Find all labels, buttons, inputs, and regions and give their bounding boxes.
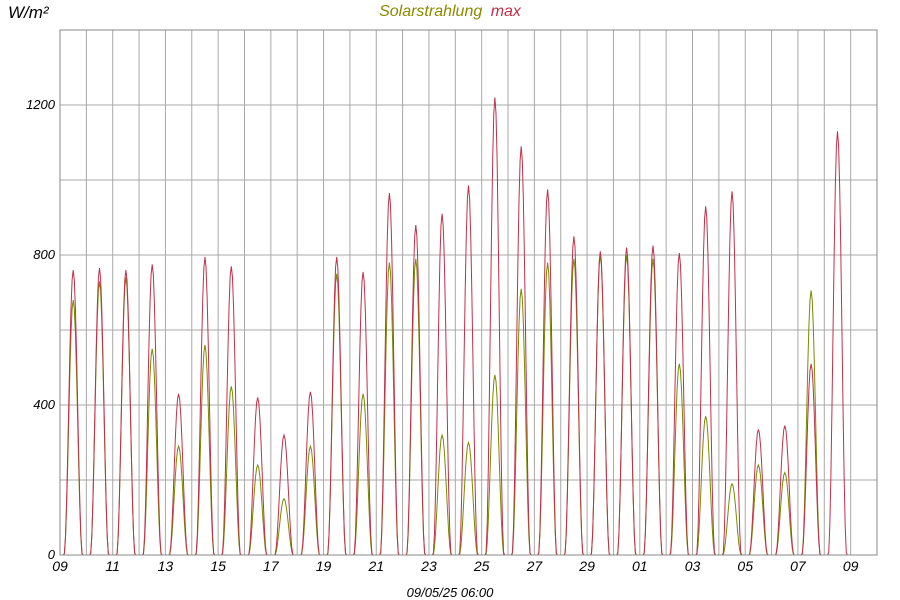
series-line-max — [60, 97, 877, 556]
x-tick-label: 17 — [263, 558, 280, 574]
x-tick-label: 23 — [420, 558, 437, 574]
grid-lines — [59, 29, 878, 556]
series-layer — [60, 97, 877, 556]
y-tick-label: 0 — [48, 547, 56, 562]
plot-frame — [59, 29, 878, 556]
x-tick-label: 15 — [210, 558, 226, 574]
axes: 0 400 800 1200 09 11 13 15 17 19 21 23 25 27 29 01 03 05 0… — [26, 29, 878, 574]
y-tick-label: 400 — [33, 397, 55, 412]
x-tick-label: 05 — [737, 558, 753, 574]
x-tick-label: 29 — [578, 558, 595, 574]
title-part-solarstrahlung: Solarstrahlung — [379, 3, 482, 20]
y-tick-label: 800 — [33, 247, 55, 262]
title-part-max: max — [491, 3, 522, 20]
x-tick-label: 21 — [367, 558, 384, 574]
x-tick-label: 11 — [105, 558, 120, 574]
x-tick-label: 03 — [685, 558, 701, 574]
x-tick-label: 09 — [843, 558, 859, 574]
x-axis-label: 09/05/25 06:00 — [407, 585, 495, 600]
x-tick-label: 01 — [632, 558, 648, 574]
x-tick-label: 09 — [52, 558, 68, 574]
x-tick-label: 27 — [526, 558, 544, 574]
x-tick-label: 13 — [158, 558, 174, 574]
chart-title: Solarstrahlung max — [379, 3, 522, 20]
y-tick-label: 1200 — [26, 97, 56, 112]
x-tick-label: 25 — [473, 558, 490, 574]
x-tick-label: 19 — [316, 558, 332, 574]
y-axis-label: W/m² — [8, 3, 50, 22]
x-tick-label: 07 — [790, 558, 807, 574]
